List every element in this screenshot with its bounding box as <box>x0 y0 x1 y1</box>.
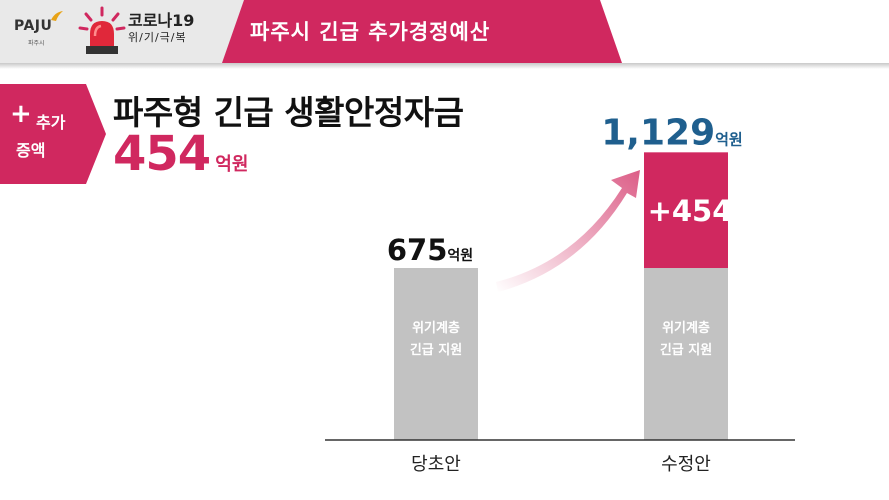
header-title-ribbon <box>222 0 622 63</box>
bar-inner-label-line1-0: 위기계층 <box>412 320 460 336</box>
headline-amount: 454 억원 <box>113 126 248 182</box>
corona-badge: 코로나19 위/기/극/복 <box>128 11 194 45</box>
page-title: 파주시 긴급 추가경정예산 <box>250 20 491 44</box>
header-band: PAJU 파주시 코로나19 위/기/극/복 파주시 긴급 추가경정예산 <box>0 0 889 69</box>
header-shadow <box>0 63 889 69</box>
paju-logo-icon <box>51 11 63 21</box>
headline-amount-unit: 억원 <box>215 154 249 175</box>
bar-inner-label-line2-0: 긴급 지원 <box>410 342 462 358</box>
tag-plus-sign: + <box>10 99 32 129</box>
paju-logo: PAJU 파주시 <box>14 10 66 50</box>
headline-title: 파주형 긴급 생활안정자금 <box>113 93 464 132</box>
tag-label-line2: 증액 <box>16 141 46 160</box>
increase-tag <box>0 84 106 184</box>
bar-increase-label-1: +454 <box>648 194 733 228</box>
bar-inner-label-line1-1: 위기계층 <box>662 320 710 336</box>
total-label-0: 675억원 <box>387 233 473 267</box>
bar-increase-1 <box>644 152 728 269</box>
tag-label-line1: 추가 <box>36 113 66 132</box>
category-label-0: 당초안 <box>411 454 461 475</box>
headline-amount-value: 454 <box>113 126 211 182</box>
arrow-icon <box>496 170 640 292</box>
total-label-1: 1,129억원 <box>601 112 742 153</box>
logo-subtitle: 파주시 <box>28 40 45 47</box>
corona-badge-subtitle: 위/기/극/복 <box>128 31 187 44</box>
bar-base-1 <box>644 268 728 440</box>
corona-badge-title: 코로나19 <box>128 11 195 30</box>
category-label-1: 수정안 <box>661 454 711 475</box>
bar-base-0 <box>394 268 478 440</box>
bar-inner-label-line2-1: 긴급 지원 <box>660 342 712 358</box>
siren-icon <box>78 6 126 54</box>
logo-text: PAJU <box>14 18 53 34</box>
